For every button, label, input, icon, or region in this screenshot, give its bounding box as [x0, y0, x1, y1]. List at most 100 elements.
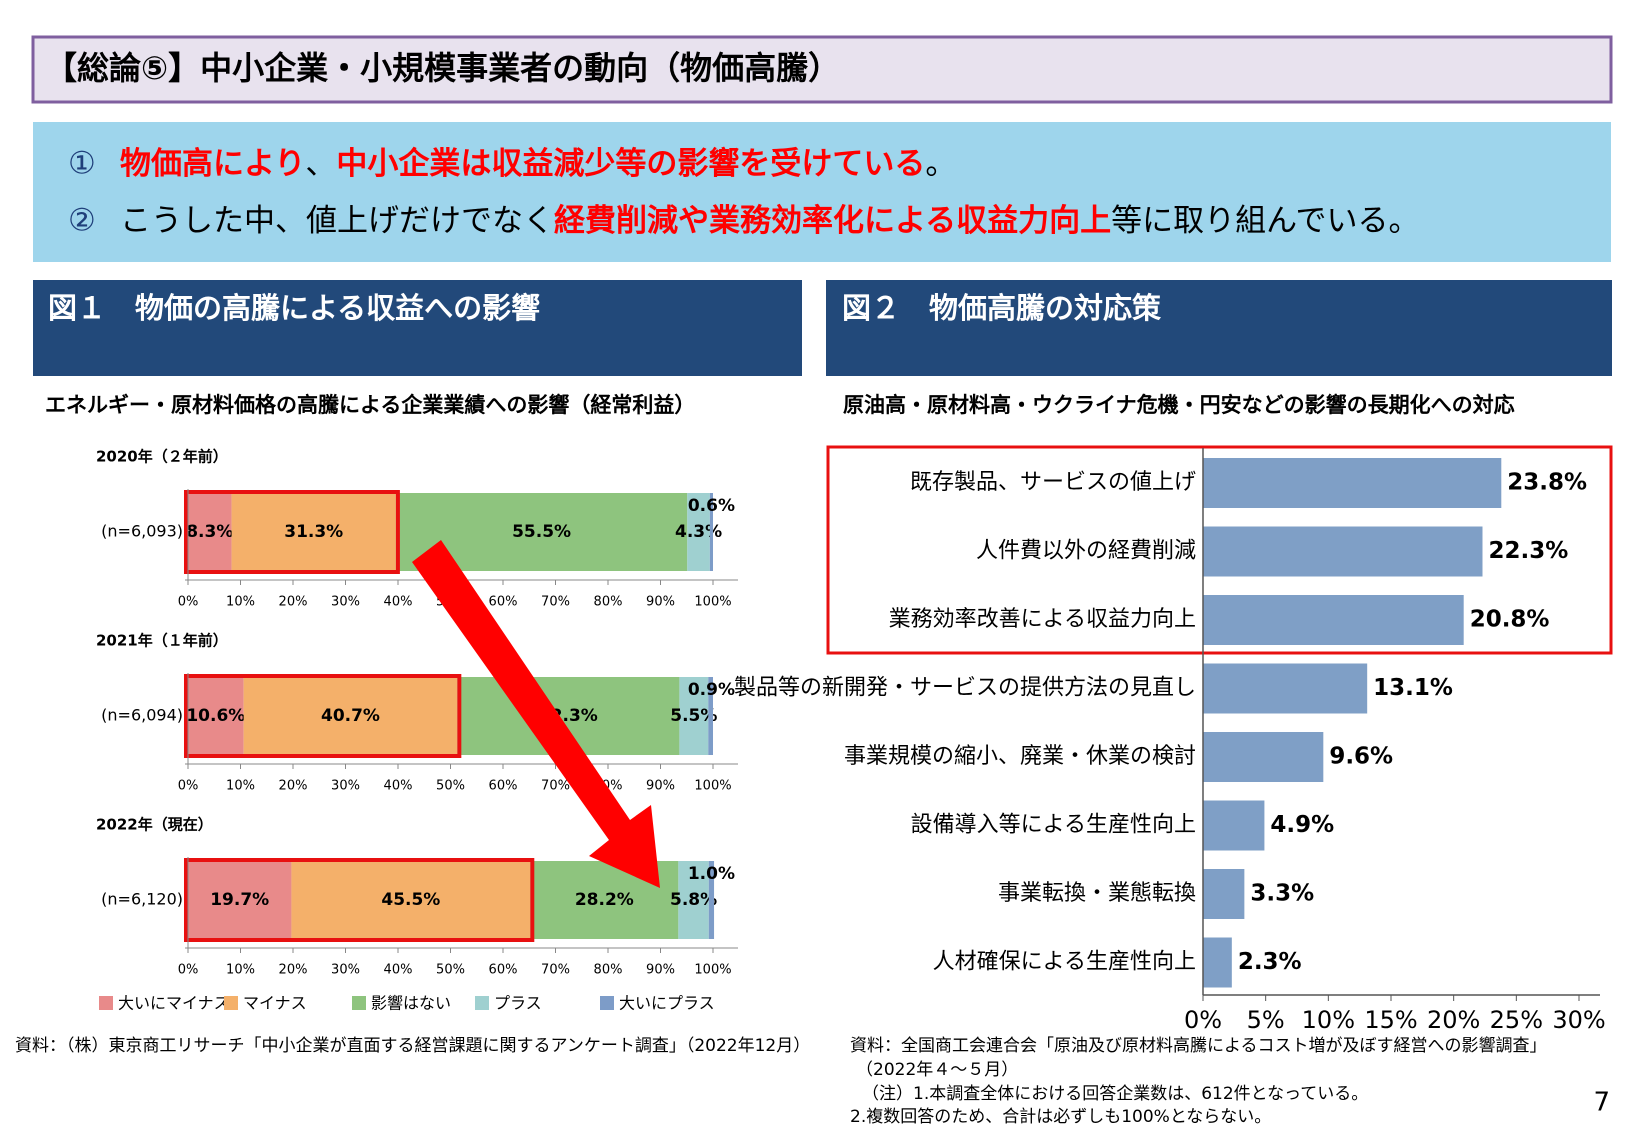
- summary-text: 。: [925, 146, 956, 182]
- x-tick-label: 0%: [178, 963, 199, 978]
- source-note: （2022年４～５月）: [856, 1060, 1018, 1080]
- x-tick-label: 0%: [178, 595, 199, 610]
- page-number: 7: [1593, 1088, 1610, 1118]
- legend-swatch: [600, 996, 614, 1010]
- category-label: 製品等の新開発・サービスの提供方法の見直し: [734, 676, 1196, 701]
- bar-segment: [291, 861, 531, 939]
- data-label: 23.8%: [1507, 470, 1587, 496]
- x-tick-label: 60%: [489, 595, 518, 610]
- summary-text: こうした中、値上げだけでなく: [120, 203, 554, 239]
- x-tick-label: 20%: [279, 779, 308, 794]
- legend-swatch: [224, 996, 238, 1010]
- bar-segment: [687, 493, 710, 571]
- summary-text: 経費削減や業務効率化による収益力向上: [554, 203, 1111, 239]
- panel-title: 2021年（１年前）: [96, 632, 228, 650]
- x-tick-label: 0%: [178, 779, 199, 794]
- figure-heading-box: [826, 280, 1612, 376]
- legend-swatch: [99, 996, 113, 1010]
- bar-segment: [709, 493, 713, 571]
- category-label: (n=6,120): [101, 890, 183, 909]
- bar: [1203, 526, 1483, 577]
- data-label: 40.7%: [321, 706, 380, 726]
- data-label: 8.3%: [186, 522, 233, 542]
- legend-swatch: [352, 996, 366, 1010]
- bar-segment: [708, 677, 713, 755]
- data-label: 55.5%: [512, 522, 571, 542]
- x-tick-label: 40%: [384, 963, 413, 978]
- highlight-box: [184, 490, 400, 574]
- chart-title: エネルギー・原材料価格の高騰による企業業績への影響（経常利益）: [45, 393, 695, 417]
- data-label: 22.3%: [1488, 538, 1568, 564]
- source-note: 2.複数回答のため、合計は必ずしも100%とならない。: [850, 1107, 1271, 1125]
- summary-text: 物価高により: [120, 146, 305, 182]
- data-label: 20.8%: [1470, 607, 1550, 633]
- figure-1-chart: 2020年（２年前） (n=6,093) 8.3% 31.3% 55.5% 4.3% 0.6…: [96, 448, 738, 1013]
- bar: [1203, 458, 1502, 508]
- category-label: 業務効率改善による収益力向上: [889, 607, 1196, 632]
- summary-text: 、: [305, 146, 336, 182]
- bar-segment: [231, 493, 396, 571]
- figure-heading-box: [33, 280, 802, 376]
- data-label: 0.6%: [688, 496, 735, 516]
- bar: [1203, 663, 1368, 714]
- data-label: 5.5%: [670, 706, 717, 726]
- panel-title: 2020年（２年前）: [96, 448, 228, 466]
- legend-label: 大いにプラス: [619, 994, 715, 1013]
- legend-label: 影響はない: [371, 994, 451, 1013]
- data-label: 2.3%: [1238, 949, 1302, 975]
- category-label: (n=6,093): [101, 522, 183, 541]
- x-tick-label: 0%: [1184, 1006, 1222, 1034]
- bar-segment: [243, 677, 458, 755]
- data-label: 3.3%: [1250, 881, 1314, 907]
- bar-segment: [678, 861, 709, 939]
- data-label: 45.5%: [381, 890, 440, 910]
- data-label: 1.0%: [688, 864, 735, 884]
- x-tick-label: 10%: [226, 963, 255, 978]
- bar-segment: [708, 861, 715, 939]
- x-tick-label: 50%: [436, 779, 465, 794]
- source-note: （注）1.本調査全体における回答企業数は、612件となっている。: [862, 1084, 1368, 1104]
- bar-segment: [188, 861, 292, 939]
- x-tick-label: 40%: [384, 595, 413, 610]
- x-tick-label: 80%: [594, 963, 623, 978]
- data-label: 5.8%: [670, 890, 717, 910]
- summary-marker: ①: [68, 146, 96, 182]
- category-label: 人件費以外の経費削減: [976, 539, 1196, 564]
- summary-marker: ②: [68, 203, 96, 239]
- x-tick-label: 60%: [489, 779, 518, 794]
- bar: [1203, 869, 1245, 919]
- x-tick-label: 20%: [279, 595, 308, 610]
- x-tick-label: 25%: [1490, 1006, 1543, 1034]
- bar-segment: [188, 493, 232, 571]
- data-label: 9.6%: [1329, 744, 1393, 770]
- x-tick-label: 70%: [541, 963, 570, 978]
- x-tick-label: 10%: [226, 779, 255, 794]
- bar: [1203, 595, 1464, 645]
- highlight-box: [184, 674, 462, 758]
- source-note: 資料：（株）東京商工リサーチ「中小企業が直面する経営課題に関するアンケート調査」…: [15, 1036, 810, 1056]
- x-tick-label: 70%: [541, 779, 570, 794]
- x-tick-label: 30%: [1552, 1006, 1605, 1034]
- header-title: 【総論⑤】中小企業・小規模事業者の動向（物価高騰）: [45, 49, 840, 87]
- bar: [1203, 800, 1265, 851]
- x-tick-label: 100%: [694, 779, 731, 794]
- x-tick-label: 90%: [646, 595, 675, 610]
- x-tick-label: 70%: [541, 595, 570, 610]
- legend-label: 大いにマイナス: [118, 994, 230, 1013]
- data-label: 4.9%: [1270, 812, 1334, 838]
- summary-line: 物価高により、中小企業は収益減少等の影響を受けている。: [120, 146, 956, 182]
- category-label: 人材確保による生産性向上: [933, 950, 1196, 975]
- trend-arrow: [412, 540, 660, 888]
- panel-title: 2022年（現在）: [96, 816, 213, 834]
- bar-segment: [679, 677, 709, 755]
- x-tick-label: 20%: [1427, 1006, 1480, 1034]
- header-box: [31, 35, 1613, 104]
- legend-label: マイナス: [243, 994, 307, 1013]
- data-label: 4.3%: [675, 522, 722, 542]
- figure-heading: 図１ 物価の高騰による収益への影響: [48, 291, 540, 325]
- category-label: 既存製品、サービスの値上げ: [910, 470, 1196, 495]
- chart-title: 原油高・原材料高・ウクライナ危機・円安などの影響の長期化への対応: [843, 393, 1515, 417]
- summary: ① 物価高により、中小企業は収益減少等の影響を受けている。 ② こうした中、値上げだけ…: [68, 146, 1420, 239]
